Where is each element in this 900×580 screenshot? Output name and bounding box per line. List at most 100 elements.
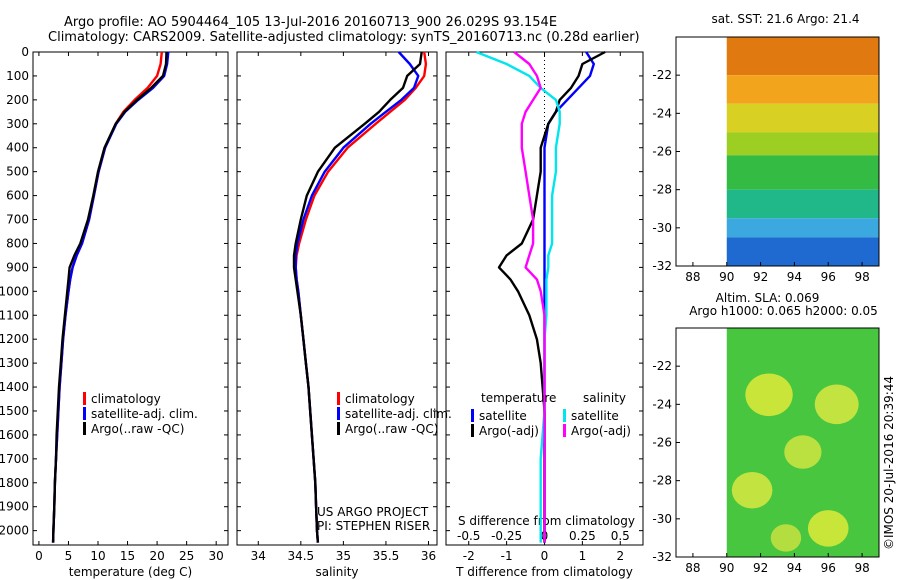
salinity-legend-swatch-argo (337, 422, 340, 435)
salinity-xtick-label: 35 (336, 549, 351, 563)
sst-map-ytick-label: -24 (652, 106, 672, 120)
temperature-xtick-label: 20 (149, 549, 164, 563)
sst-map-ytick-label: -28 (652, 183, 672, 197)
sst-map-ytick-label: -32 (652, 259, 672, 273)
sst-map-title: sat. SST: 21.6 Argo: 21.4 (711, 12, 859, 26)
diff-legend-swatch-t_sat (471, 409, 474, 422)
sst-map-ytick-label: -30 (652, 221, 672, 235)
depth-tick-label: 1700 (0, 452, 29, 466)
sla-blob (814, 384, 859, 425)
salinity-legend-swatch-climatology (337, 392, 340, 405)
temperature-xtick-label: 10 (90, 549, 105, 563)
sla-map-xtick-label: 90 (719, 561, 734, 575)
sst-map-xtick-label: 92 (753, 270, 768, 284)
sst-band (726, 132, 879, 156)
depth-tick-label: 200 (6, 93, 29, 107)
depth-tick-label: 1600 (0, 428, 29, 442)
sla-blobs (731, 373, 859, 552)
diff-legend-swatch-s_sat (563, 409, 566, 422)
sla-map-title-line1: Altim. SLA: 0.069 (716, 291, 820, 305)
sla-blob (784, 435, 822, 469)
diff-legend-title-temperature: temperature (481, 391, 556, 405)
depth-tick-label: 1100 (0, 308, 29, 322)
sla-blob (807, 510, 849, 547)
sla-map-ytick-label: -32 (652, 550, 672, 564)
temperature-xtick-label: 15 (120, 549, 135, 563)
difference-xtick-label: -2 (463, 549, 475, 563)
temperature-xtick-label: 30 (209, 549, 224, 563)
pi-label: PI: STEPHEN RISER (317, 519, 430, 533)
difference-series-t_sat (543, 51, 595, 543)
salinity-legend-label-satellite: satellite-adj. clim. (345, 407, 452, 421)
sla-map-ytick-label: -30 (652, 512, 672, 526)
depth-tick-label: 2000 (0, 524, 29, 538)
diff-legend-swatch-t_argo (471, 424, 474, 437)
sst-map-ytick-label: -22 (652, 68, 672, 82)
sla-map-ytick-label: -26 (652, 436, 672, 450)
salinity-series-argo (292, 51, 423, 543)
depth-tick-label: 700 (6, 213, 29, 227)
sla-map-xtick-label: 96 (821, 561, 836, 575)
sst-map-xtick-label: 88 (685, 270, 700, 284)
salinity-xtick-label: 34.5 (287, 549, 314, 563)
difference-xtick-label: 2 (616, 549, 624, 563)
sla-map-ytick-label: -24 (652, 397, 672, 411)
salinity-xtick-label: 36 (421, 549, 436, 563)
sla-map-xtick-label: 98 (854, 561, 869, 575)
sst-band (726, 189, 879, 219)
sla-blob (770, 524, 802, 552)
s-diff-tick-label: 0.25 (569, 529, 596, 543)
depth-tick-label: 1500 (0, 404, 29, 418)
sst-map-xtick-label: 90 (719, 270, 734, 284)
sst-band (726, 237, 879, 266)
depth-tick-label: 0 (21, 45, 29, 59)
temperature-legend-label-argo: Argo(..raw -QC) (91, 422, 184, 436)
depth-tick-label: 1400 (0, 380, 29, 394)
diff-legend-label-s_argo: Argo(-adj) (571, 424, 631, 438)
temperature-frame (32, 51, 229, 546)
depth-tick-label: 1800 (0, 476, 29, 490)
salinity-xtick-label: 34 (251, 549, 266, 563)
temperature-xtick-label: 25 (179, 549, 194, 563)
temperature-xtick-label: 0 (35, 549, 43, 563)
temperature-xlabel: temperature (deg C) (69, 565, 192, 579)
depth-tick-label: 400 (6, 141, 29, 155)
salinity-legend-swatch-satellite (337, 407, 340, 420)
sst-band (726, 218, 879, 238)
s-diff-tick-label: -0.25 (491, 529, 522, 543)
sla-map-xtick-label: 92 (753, 561, 768, 575)
temperature-series-satellite (51, 51, 170, 543)
sst-band (726, 155, 879, 190)
sst-map-xtick-label: 96 (821, 270, 836, 284)
sst-map-xtick-label: 94 (787, 270, 802, 284)
diff-legend-label-s_sat: satellite (571, 409, 619, 423)
depth-tick-label: 500 (6, 165, 29, 179)
diff-legend-swatch-s_argo (563, 424, 566, 437)
difference-xtick-label: 1 (579, 549, 587, 563)
sla-map-ytick-label: -28 (652, 474, 672, 488)
sla-map-title-line2: Argo h1000: 0.065 h2000: 0.05 (689, 304, 878, 318)
sla-blob (745, 373, 793, 417)
temperature-legend-swatch-climatology (83, 392, 86, 405)
depth-tick-label: 600 (6, 189, 29, 203)
difference-xtick-label: -1 (501, 549, 513, 563)
depth-tick-label: 1300 (0, 356, 29, 370)
temperature-series-argo (51, 51, 168, 543)
difference-series-t_argo (497, 50, 606, 543)
diff-legend-label-t_sat: satellite (479, 409, 527, 423)
depth-tick-label: 1200 (0, 332, 29, 346)
sst-band (726, 75, 879, 104)
s-diff-tick-label: 0.5 (611, 529, 630, 543)
depth-tick-label: 1000 (0, 284, 29, 298)
difference-xlabel: T difference from climatology (455, 565, 633, 579)
temperature-legend-label-satellite: satellite-adj. clim. (91, 407, 198, 421)
sla-blob (731, 471, 773, 509)
s-diff-tick-label: -0.5 (457, 529, 480, 543)
salinity-legend-label-climatology: climatology (345, 392, 415, 406)
temperature-xtick-label: 5 (65, 549, 73, 563)
project-label: US ARGO PROJECT (317, 505, 429, 519)
depth-tick-label: 1900 (0, 500, 29, 514)
s-diff-label: S difference from climatology (458, 514, 635, 528)
